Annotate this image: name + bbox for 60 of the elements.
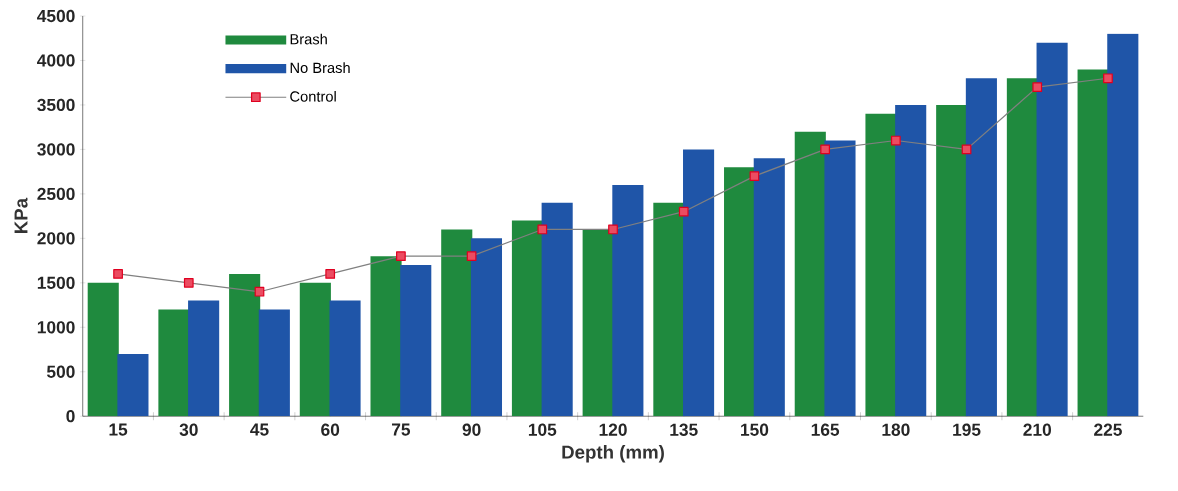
bar bbox=[470, 238, 503, 417]
bar bbox=[895, 104, 927, 417]
x-tick-label: 90 bbox=[462, 423, 481, 436]
bar bbox=[117, 354, 149, 417]
y-tick-label: 1000 bbox=[37, 321, 75, 334]
bar bbox=[1077, 69, 1109, 417]
y-tick-label: 3500 bbox=[37, 98, 75, 112]
bar bbox=[1107, 33, 1139, 417]
bar bbox=[1036, 42, 1068, 417]
x-tick-label: 30 bbox=[179, 423, 198, 436]
bar bbox=[1006, 78, 1038, 417]
bar bbox=[299, 282, 331, 417]
y-axis-title: KPa bbox=[14, 197, 28, 234]
x-tick-label: 165 bbox=[811, 423, 840, 436]
bar bbox=[865, 113, 897, 417]
bar bbox=[511, 220, 544, 417]
legend-label: Brash bbox=[290, 33, 327, 45]
bar bbox=[612, 185, 644, 417]
bar bbox=[370, 256, 402, 417]
bar bbox=[824, 140, 856, 417]
bar bbox=[965, 78, 997, 417]
x-tick-label: 225 bbox=[1094, 423, 1122, 436]
bar bbox=[158, 309, 190, 417]
y-tick-label: 0 bbox=[66, 410, 75, 423]
bar bbox=[541, 202, 573, 417]
y-tick-label: 4000 bbox=[37, 54, 75, 67]
x-tick-label: 15 bbox=[109, 423, 128, 436]
x-tick-label: 75 bbox=[392, 423, 411, 436]
x-tick-label: 45 bbox=[250, 423, 269, 436]
bar bbox=[87, 282, 119, 417]
x-tick-label: 210 bbox=[1023, 423, 1051, 436]
bar bbox=[753, 158, 785, 417]
legend-label: No Brash bbox=[290, 62, 350, 74]
bar bbox=[724, 167, 756, 417]
legend-label: Control bbox=[290, 90, 336, 102]
y-tick-label: 1500 bbox=[37, 276, 75, 289]
y-tick-label: 2000 bbox=[37, 232, 75, 245]
bar bbox=[329, 300, 361, 417]
x-axis-title: Depth (mm) bbox=[562, 445, 664, 463]
bar bbox=[258, 309, 290, 417]
y-tick-label: 3000 bbox=[37, 143, 75, 156]
bar bbox=[400, 265, 432, 417]
x-tick-label: 120 bbox=[599, 423, 627, 436]
y-tick-label: 4500 bbox=[37, 9, 75, 23]
x-tick-label: 105 bbox=[528, 423, 557, 436]
bar bbox=[229, 273, 261, 417]
bar bbox=[683, 149, 715, 417]
bar bbox=[794, 131, 826, 417]
bar bbox=[582, 229, 614, 417]
x-tick-label: 180 bbox=[882, 423, 910, 436]
bar bbox=[936, 104, 968, 417]
x-tick-label: 135 bbox=[670, 423, 698, 436]
bar bbox=[441, 229, 473, 417]
bar bbox=[188, 300, 220, 417]
bar bbox=[653, 202, 685, 417]
y-tick-label: 500 bbox=[46, 365, 75, 378]
x-tick-label: 60 bbox=[321, 423, 340, 436]
x-tick-label: 150 bbox=[741, 423, 769, 436]
x-tick-label: 195 bbox=[953, 423, 981, 436]
y-tick-label: 2500 bbox=[37, 187, 75, 201]
